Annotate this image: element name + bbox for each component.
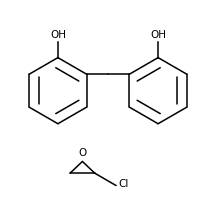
Text: OH: OH [50, 30, 66, 40]
Text: Cl: Cl [118, 179, 129, 190]
Text: OH: OH [150, 30, 166, 40]
Text: O: O [78, 148, 87, 158]
